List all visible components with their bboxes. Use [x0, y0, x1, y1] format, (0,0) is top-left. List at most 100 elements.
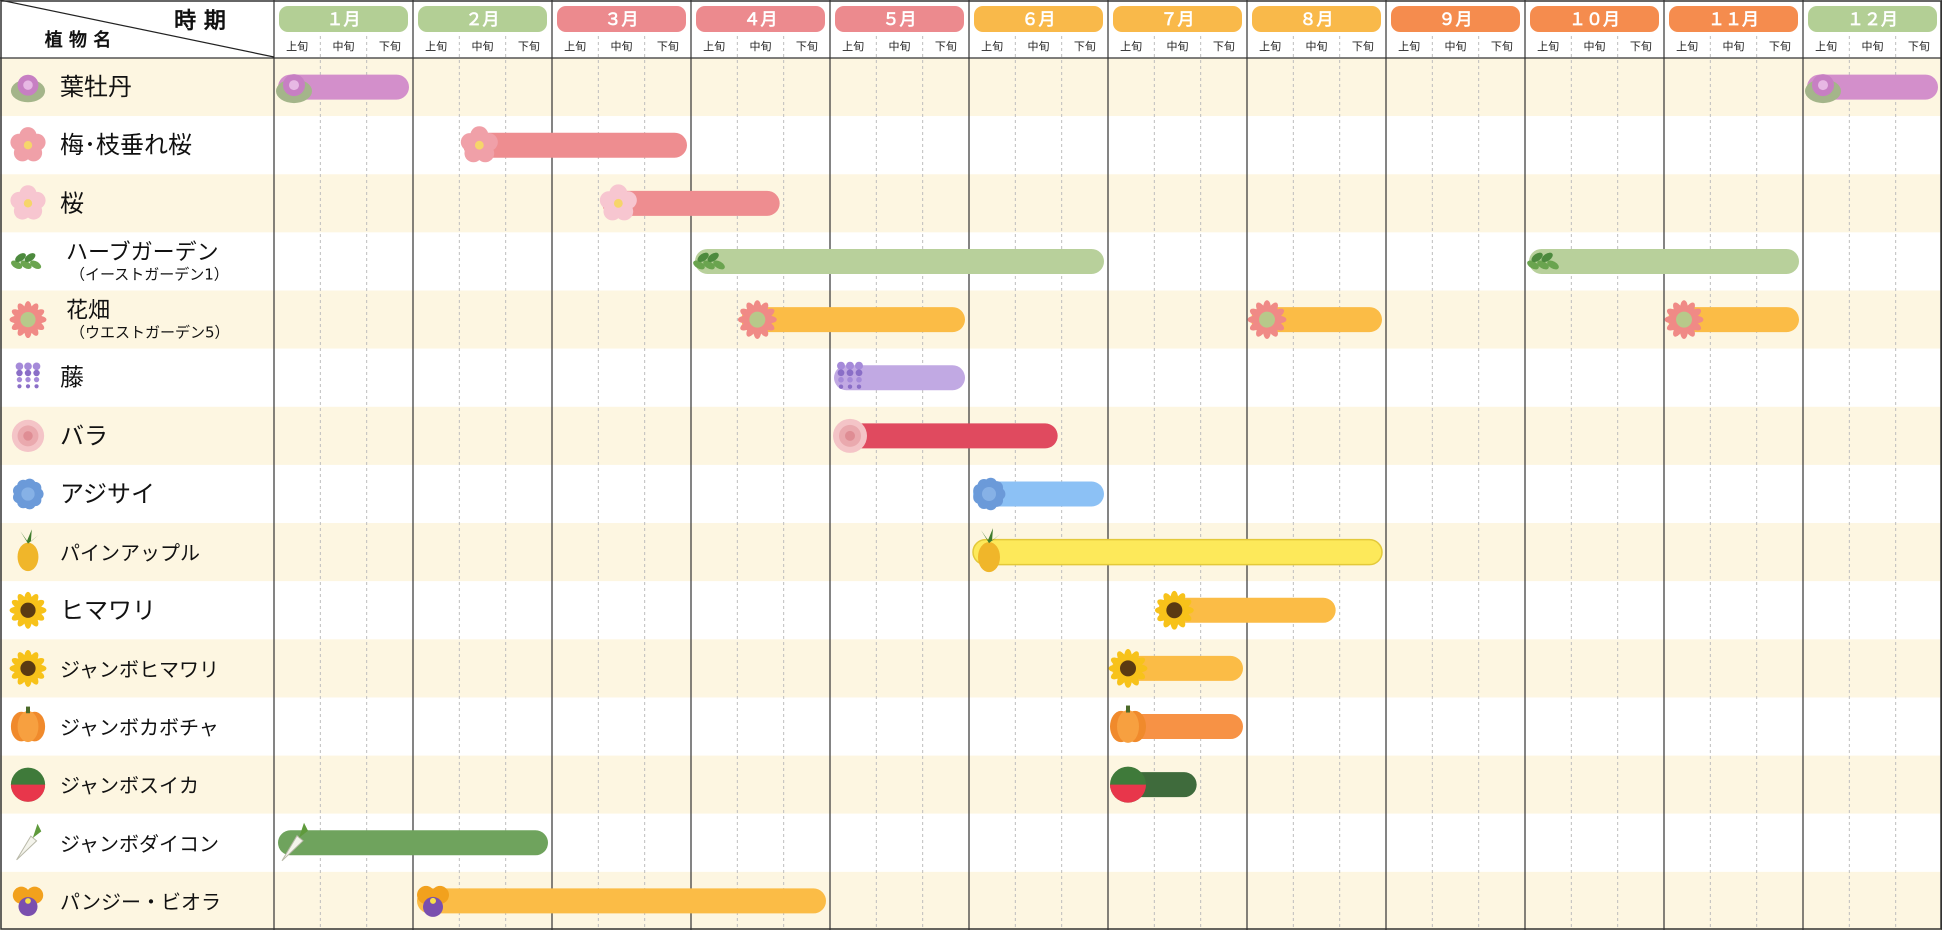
bloom-bar [834, 423, 1058, 449]
pineapple-icon [17, 529, 39, 572]
pansy-icon [12, 886, 44, 917]
month-label: ６月 [1022, 10, 1056, 30]
period-label: 下旬 [1769, 40, 1791, 53]
month-pill [418, 6, 547, 32]
period-label: 上旬 [703, 40, 725, 53]
row-background [0, 116, 1942, 175]
period-label: 上旬 [842, 40, 864, 53]
period-label: 下旬 [1908, 40, 1930, 53]
bloom-bar [973, 481, 1104, 507]
hydrangea-icon [973, 477, 1006, 511]
daikon-icon [281, 822, 308, 862]
plant-name: パンジー・ビオラ [60, 890, 221, 914]
sunflower-icon [1108, 649, 1148, 688]
sunflower-icon [9, 591, 47, 629]
plant-name: 葉牡丹 [60, 73, 132, 101]
bloom-bars [276, 74, 1938, 917]
period-label: 上旬 [1259, 40, 1281, 53]
period-label: 上旬 [1398, 40, 1420, 53]
rose-icon [833, 418, 867, 453]
corner-title-plant: 植 物 名 [45, 29, 112, 51]
ornamental-kale-icon [1805, 74, 1841, 104]
bloom-bar [1158, 597, 1336, 623]
month-header-row: １月 ２月 ３月 ４月 ５月 ６月 ７月 ８月 ９月 １０月 １１月 １２月 [279, 6, 1937, 32]
row-background [0, 174, 1942, 233]
row-background [0, 871, 1942, 930]
period-label: 中旬 [611, 40, 633, 53]
plant-name: ヒマワリ [60, 596, 156, 624]
chart-header: 時 期 植 物 名 [0, 0, 275, 58]
gerbera-icon [1247, 300, 1287, 339]
row-background [0, 639, 1942, 698]
plant-name: ジャンボスイカ [60, 774, 199, 798]
row-background [0, 464, 1942, 524]
rose-icon [11, 419, 45, 453]
period-label: 上旬 [564, 40, 586, 53]
month-label: ２月 [466, 10, 500, 30]
plant-name: バラ [60, 422, 108, 450]
row-background [0, 755, 1942, 814]
plant-name: 梅･枝垂れ桜 [60, 131, 192, 159]
ornamental-kale-icon [276, 74, 312, 104]
bloom-bar [602, 190, 780, 216]
period-label: 上旬 [1815, 40, 1837, 53]
plant-name: 藤 [60, 364, 84, 392]
month-pill [1252, 6, 1381, 32]
month-pill [279, 6, 408, 32]
period-label: 下旬 [935, 40, 957, 53]
gerbera-icon [9, 301, 47, 339]
bloom-bar [1668, 307, 1799, 333]
plant-subname: （ウエストガーデン5） [70, 324, 230, 342]
month-pill [974, 6, 1103, 32]
month-label: ４月 [744, 10, 778, 30]
period-label: 上旬 [1537, 40, 1559, 53]
bloom-bar [972, 538, 1383, 566]
period-label: 中旬 [1862, 40, 1884, 53]
plant-name: ジャンボダイコン [60, 832, 219, 856]
period-label: 下旬 [1630, 40, 1652, 53]
period-label: 上旬 [286, 40, 308, 53]
row-background [0, 697, 1942, 756]
month-label: ８月 [1300, 10, 1334, 30]
period-label: 上旬 [981, 40, 1003, 53]
row-background [0, 290, 1942, 349]
plant-name: 桜 [60, 189, 84, 217]
plum-blossom-icon [460, 126, 498, 163]
period-label: 中旬 [1167, 40, 1189, 53]
period-label: 下旬 [379, 40, 401, 53]
bloom-bar [1112, 655, 1243, 681]
herb-leaves-icon [11, 253, 42, 270]
period-label: 下旬 [1213, 40, 1235, 53]
plant-subname: （イーストガーデン1） [70, 265, 229, 283]
plant-name: ハーブガーデン [66, 240, 219, 265]
month-label: ９月 [1439, 10, 1473, 30]
plant-name: アジサイ [60, 480, 155, 508]
row-background [0, 348, 1942, 407]
plum-blossom-icon [10, 127, 46, 162]
period-label: 中旬 [750, 40, 772, 53]
herb-leaves-icon [693, 252, 725, 270]
plant-name: パインアップル [60, 541, 200, 565]
sunflower-icon [1154, 590, 1194, 630]
month-pill [1113, 6, 1242, 32]
bloom-bar [1251, 307, 1382, 333]
row-background [0, 581, 1942, 640]
pansy-icon [417, 885, 449, 917]
corner-diagonal [0, 0, 275, 58]
watermelon-icon [1110, 766, 1146, 803]
month-label: ５月 [883, 10, 917, 30]
month-pill [696, 6, 825, 32]
watermelon-icon [10, 767, 46, 802]
bloom-bar [695, 248, 1104, 274]
cherry-blossom-icon [599, 184, 637, 221]
period-label: 中旬 [472, 40, 494, 53]
month-pill [1530, 6, 1659, 32]
period-label: 下旬 [796, 40, 818, 53]
month-label: ３月 [605, 10, 639, 30]
month-pill [1808, 6, 1937, 32]
month-pill [835, 6, 964, 32]
month-label: １２月 [1847, 10, 1898, 30]
